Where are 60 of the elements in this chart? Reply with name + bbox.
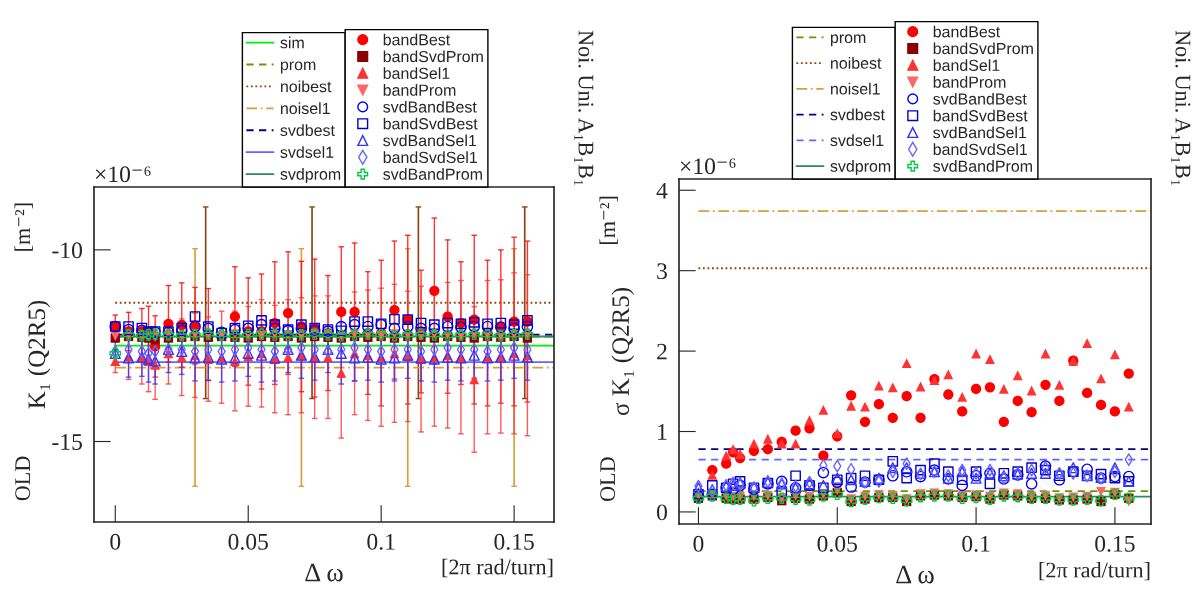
legend-label: bandProm [933, 76, 1006, 88]
legend-label: noisel1 [280, 102, 330, 115]
legend-label: noibest [280, 80, 332, 93]
y-tick-label: 4 [656, 182, 668, 199]
legend-label: prom [830, 34, 866, 47]
x-tick-label: 0.15 [1095, 535, 1135, 552]
legend-label: svdBandProm [383, 168, 482, 180]
x-tick-label: 0 [110, 533, 121, 550]
x-axis-title: Δ ω [896, 565, 934, 584]
legend-label: svdprom [280, 168, 341, 184]
y-tick-label: 1 [658, 424, 667, 440]
legend-label: sim [280, 36, 304, 49]
legend-label: prom [280, 61, 316, 74]
y-tick-label: -10 [52, 242, 82, 259]
legend-label: bandSvdBest [933, 109, 1028, 122]
x-tick-label: 0.05 [817, 535, 857, 552]
x-tick-label: 0.1 [367, 533, 395, 550]
y-tick-label: 3 [657, 263, 667, 280]
legend-label: svdbest [280, 124, 335, 137]
legend-label: bandSvdProm [383, 50, 483, 63]
y-tick-label: -15 [52, 434, 82, 450]
legend-label: bandBest [933, 25, 1001, 38]
legend-label: svdsel1 [280, 146, 334, 158]
legend-label: svdBandSel1 [933, 126, 1027, 139]
legend-label: bandSel1 [383, 67, 450, 80]
legend-label: bandBest [383, 33, 451, 46]
legend-label: bandProm [383, 84, 456, 96]
y-axis-title: σ K₁ (Q2R5) [611, 288, 635, 416]
legend-label: svdBandSel1 [383, 134, 477, 147]
y-tick-label: 0 [656, 504, 667, 521]
y-axis-title: K₁ (Q2R5) [27, 300, 51, 409]
text: ×10⁻⁶ [95, 166, 151, 183]
text: Noi. Uni. A₁B₁B₁ [1171, 30, 1191, 186]
text: ×10⁻⁶ [680, 158, 736, 175]
text: [m⁻²] [599, 196, 618, 244]
text: [2π rad/turn] [1039, 561, 1150, 581]
legend-label: svdbest [830, 108, 885, 121]
legend-label: noisel1 [831, 82, 880, 95]
x-tick-label: 0.05 [228, 533, 268, 550]
legend-label: bandSvdSel1 [933, 143, 1027, 156]
y-tick-label: 2 [657, 343, 667, 360]
legend-label: bandSvdProm [933, 42, 1033, 55]
text: Noi. Uni. A₁B₁B₁ [574, 30, 594, 186]
legend-label: svdBandBest [933, 92, 1027, 105]
legend-label: svdprom [830, 160, 891, 176]
text: [2π rad/turn] [442, 558, 553, 578]
legend-label: svdBandProm [933, 160, 1032, 172]
legend-label: noibest [831, 57, 882, 69]
legend-label: bandSvdBest [383, 117, 478, 130]
text: OLD [15, 456, 31, 501]
legend-label: bandSvdSel1 [383, 151, 477, 164]
x-tick-label: 0 [693, 535, 704, 552]
legend-label: bandSel1 [933, 59, 1000, 72]
x-axis-title: Δ ω [305, 563, 343, 582]
text: [m⁻²] [14, 203, 33, 251]
x-tick-label: 0.1 [962, 535, 990, 552]
text: OLD [600, 457, 616, 502]
legend-label: svdBandBest [383, 100, 477, 113]
legend-label: svdsel1 [830, 134, 884, 147]
x-tick-label: 0.15 [494, 533, 534, 550]
